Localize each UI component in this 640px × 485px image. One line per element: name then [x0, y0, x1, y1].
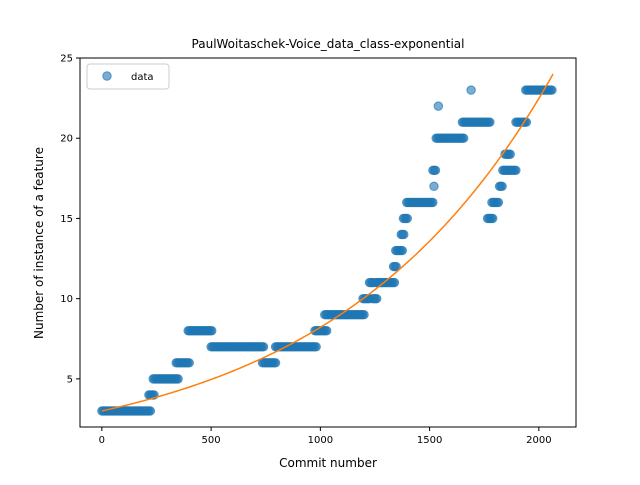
data-point — [458, 133, 469, 143]
data-point — [184, 358, 194, 368]
data-point — [493, 197, 504, 208]
legend-box — [86, 63, 170, 90]
data-point — [391, 261, 401, 272]
data-point — [497, 181, 507, 192]
y-axis-ticks: 5 10 15 20 25 — [60, 54, 80, 385]
data-point — [389, 277, 400, 288]
data-point — [397, 245, 407, 256]
data-point — [399, 229, 409, 240]
data-point — [485, 117, 495, 127]
fit-line — [101, 73, 554, 412]
legend: data — [86, 63, 170, 90]
x-tick-label: 0 — [99, 435, 105, 446]
data-point — [547, 85, 557, 95]
y-tick-label: 15 — [60, 214, 73, 225]
data-point — [488, 213, 498, 224]
x-tick-label: 1500 — [417, 435, 442, 446]
fit-layer — [101, 73, 554, 412]
data-layer — [97, 85, 557, 416]
data-point — [207, 326, 217, 336]
x-tick-label: 1000 — [308, 435, 333, 446]
data-point — [321, 326, 332, 336]
y-tick-label: 5 — [67, 374, 73, 385]
data-point — [466, 85, 476, 95]
data-point — [511, 165, 521, 176]
data-point — [505, 149, 515, 159]
data-point — [430, 165, 441, 176]
data-point — [311, 342, 321, 352]
plot-frame — [79, 57, 577, 428]
chart-title: PaulWoitaschek-Voice_data_class-exponent… — [192, 37, 465, 51]
data-point — [359, 309, 369, 320]
y-tick-label: 25 — [60, 54, 73, 65]
legend-label-data: data — [131, 72, 154, 83]
y-tick-label: 10 — [60, 294, 73, 305]
legend-marker — [102, 71, 112, 81]
data-point — [402, 213, 413, 224]
x-axis-label: Commit number — [279, 456, 377, 470]
y-axis-label: Number of instance of a feature — [32, 147, 46, 339]
data-point — [173, 374, 183, 384]
data-point — [428, 197, 438, 208]
data-point — [429, 181, 439, 192]
data-point — [433, 101, 444, 111]
data-point — [372, 293, 382, 304]
data-point — [258, 342, 269, 352]
x-tick-label: 2000 — [526, 435, 551, 446]
x-axis-ticks: 0 500 1000 1500 2000 — [99, 427, 552, 446]
data-point — [270, 358, 281, 368]
data-point — [145, 406, 156, 416]
y-tick-label: 20 — [60, 134, 73, 145]
x-tick-label: 500 — [202, 435, 221, 446]
